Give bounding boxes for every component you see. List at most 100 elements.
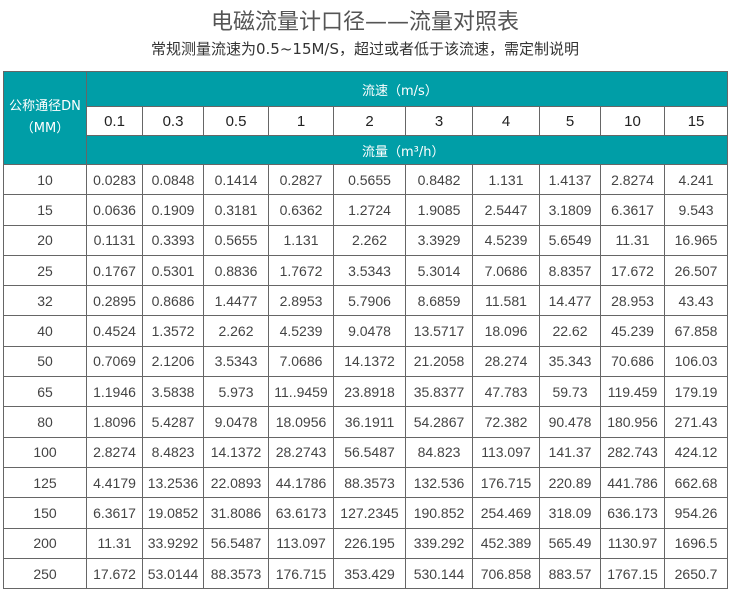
flow-cell: 17.672 [86, 557, 143, 589]
flow-cell: 452.389 [472, 527, 540, 559]
flow-cell: 63.6173 [268, 497, 334, 529]
flow-cell: 1.1946 [86, 376, 143, 408]
flow-cell: 353.429 [333, 557, 406, 589]
flow-cell: 0.4524 [86, 315, 143, 347]
flow-cell: 2650.7 [663, 557, 729, 589]
dn-cell: 100 [3, 436, 87, 468]
flow-cell: 35.343 [539, 345, 601, 378]
flow-cell: 84.823 [405, 436, 473, 468]
flow-cell: 141.37 [539, 436, 601, 468]
flow-cell: 2.5447 [472, 194, 540, 226]
table-row: 20 0.1131 0.3393 0.5655 1.131 2.262 3.3929 4.52… [3, 224, 729, 256]
table-row: 50 0.7069 2.1206 3.5343 7.0686 14.1372 21.2058… [3, 345, 729, 378]
flow-cell: 339.292 [405, 527, 473, 559]
table-row: 40 0.4524 1.3572 2.262 4.5239 9.0478 13.5717 18… [3, 315, 729, 347]
flow-cell: 113.097 [268, 527, 334, 559]
flow-cell: 43.43 [663, 285, 729, 317]
flow-cell: 0.5301 [142, 254, 204, 287]
flow-cell: 2.1206 [142, 345, 204, 378]
flow-cell: 883.57 [539, 557, 601, 589]
flow-cell: 4.241 [663, 163, 729, 196]
flow-cell: 636.173 [600, 497, 665, 529]
flow-cell: 9.0478 [203, 406, 269, 438]
flow-cell: 0.8482 [405, 163, 473, 196]
flow-cell: 7.0686 [268, 345, 334, 378]
flow-cell: 0.6362 [268, 194, 334, 226]
flow-cell: 954.26 [663, 497, 729, 529]
flow-cell: 424.12 [663, 436, 729, 468]
dn-cell: 65 [3, 376, 87, 408]
flow-cell: 1.2724 [333, 194, 406, 226]
flow-cell: 26.507 [663, 254, 729, 287]
table-row: 250 17.672 53.0144 88.3573 176.715 353.429 530… [3, 557, 729, 589]
velocity-row: 0.1 0.3 0.5 1 2 3 4 5 10 15 [4, 106, 729, 136]
table-row: 25 0.1767 0.5301 0.8836 1.7672 3.5343 5.3014 7.… [3, 254, 729, 287]
dn-cell: 25 [3, 254, 87, 287]
flow-cell: 14.1372 [203, 436, 269, 468]
flow-cell: 3.5838 [142, 376, 204, 408]
flow-cell: 8.8357 [539, 254, 601, 287]
flow-cell: 0.1767 [86, 254, 143, 287]
flow-cell: 31.8086 [203, 497, 269, 529]
flow-cell: 0.5655 [333, 163, 406, 196]
page-title: 电磁流量计口径——流量对照表 [210, 10, 519, 35]
flow-cell: 0.2895 [86, 285, 143, 317]
flow-cell: 44.1786 [268, 466, 334, 499]
flow-cell: 11.31 [86, 527, 143, 559]
flow-cell: 17.672 [600, 254, 665, 287]
flow-cell: 1.4477 [203, 285, 269, 317]
flow-cell: 16.965 [663, 224, 729, 256]
table-row: 125 4.4179 13.2536 22.0893 44.1786 88.3573 132… [3, 466, 729, 499]
flow-cell: 4.5239 [472, 224, 540, 256]
flow-cell: 14.477 [539, 285, 601, 317]
flow-cell: 19.0852 [142, 497, 204, 529]
flow-cell: 11..9459 [268, 376, 334, 408]
flow-cell: 1130.97 [600, 527, 665, 559]
flow-cell: 0.1131 [86, 224, 143, 256]
flow-cell: 176.715 [472, 466, 540, 499]
flow-cell: 1.131 [268, 224, 334, 256]
flow-cell: 4.5239 [268, 315, 334, 347]
flow-cell: 5.7906 [333, 285, 406, 317]
flow-cell: 18.096 [472, 315, 540, 347]
flow-cell: 176.715 [268, 557, 334, 589]
dn-cell: 32 [3, 285, 87, 317]
flow-cell: 0.0283 [86, 163, 143, 196]
dn-unit: （MM） [20, 121, 70, 136]
dn-cell: 15 [3, 194, 87, 226]
velocity-cell: 3 [405, 106, 473, 136]
flow-cell: 179.19 [663, 376, 729, 408]
velocity-cell: 0.5 [203, 106, 269, 136]
dn-cell: 40 [3, 315, 87, 347]
flow-cell: 0.2827 [268, 163, 334, 196]
dn-cell: 200 [3, 527, 87, 559]
table-row: 32 0.2895 0.8686 1.4477 2.8953 5.7906 8.6859 11… [3, 285, 729, 317]
dn-cell: 10 [3, 163, 87, 196]
flow-cell: 21.2058 [405, 345, 473, 378]
velocity-cell: 10 [600, 106, 665, 136]
flow-cell: 2.262 [203, 315, 269, 347]
flow-cell: 106.03 [663, 345, 729, 378]
flow-cell: 0.0848 [142, 163, 204, 196]
flow-cell: 5.3014 [405, 254, 473, 287]
flow-cell: 59.73 [539, 376, 601, 408]
flow-cell: 7.0686 [472, 254, 540, 287]
flow-cell: 67.858 [663, 315, 729, 347]
flow-cell: 220.89 [539, 466, 601, 499]
flow-cell: 47.783 [472, 376, 540, 408]
flow-cell: 23.8918 [333, 376, 406, 408]
flow-cell: 1767.15 [600, 557, 665, 589]
flow-cell: 1696.5 [663, 527, 729, 559]
flow-cell: 0.1909 [142, 194, 204, 226]
flow-cell: 28.2743 [268, 436, 334, 468]
table-row: 200 11.31 33.9292 56.5487 113.097 226.195 339.… [3, 527, 729, 559]
table-row: 15 0.0636 0.1909 0.3181 0.6362 1.2724 1.9085 2.… [3, 194, 729, 226]
velocity-cell: 1 [268, 106, 334, 136]
flow-cell: 6.3617 [86, 497, 143, 529]
flow-cell: 1.4137 [539, 163, 601, 196]
flow-cell: 9.543 [663, 194, 729, 226]
flow-cell: 70.686 [600, 345, 665, 378]
flow-cell: 4.4179 [86, 466, 143, 499]
flow-cell: 72.382 [472, 406, 540, 438]
flow-cell: 0.5655 [203, 224, 269, 256]
